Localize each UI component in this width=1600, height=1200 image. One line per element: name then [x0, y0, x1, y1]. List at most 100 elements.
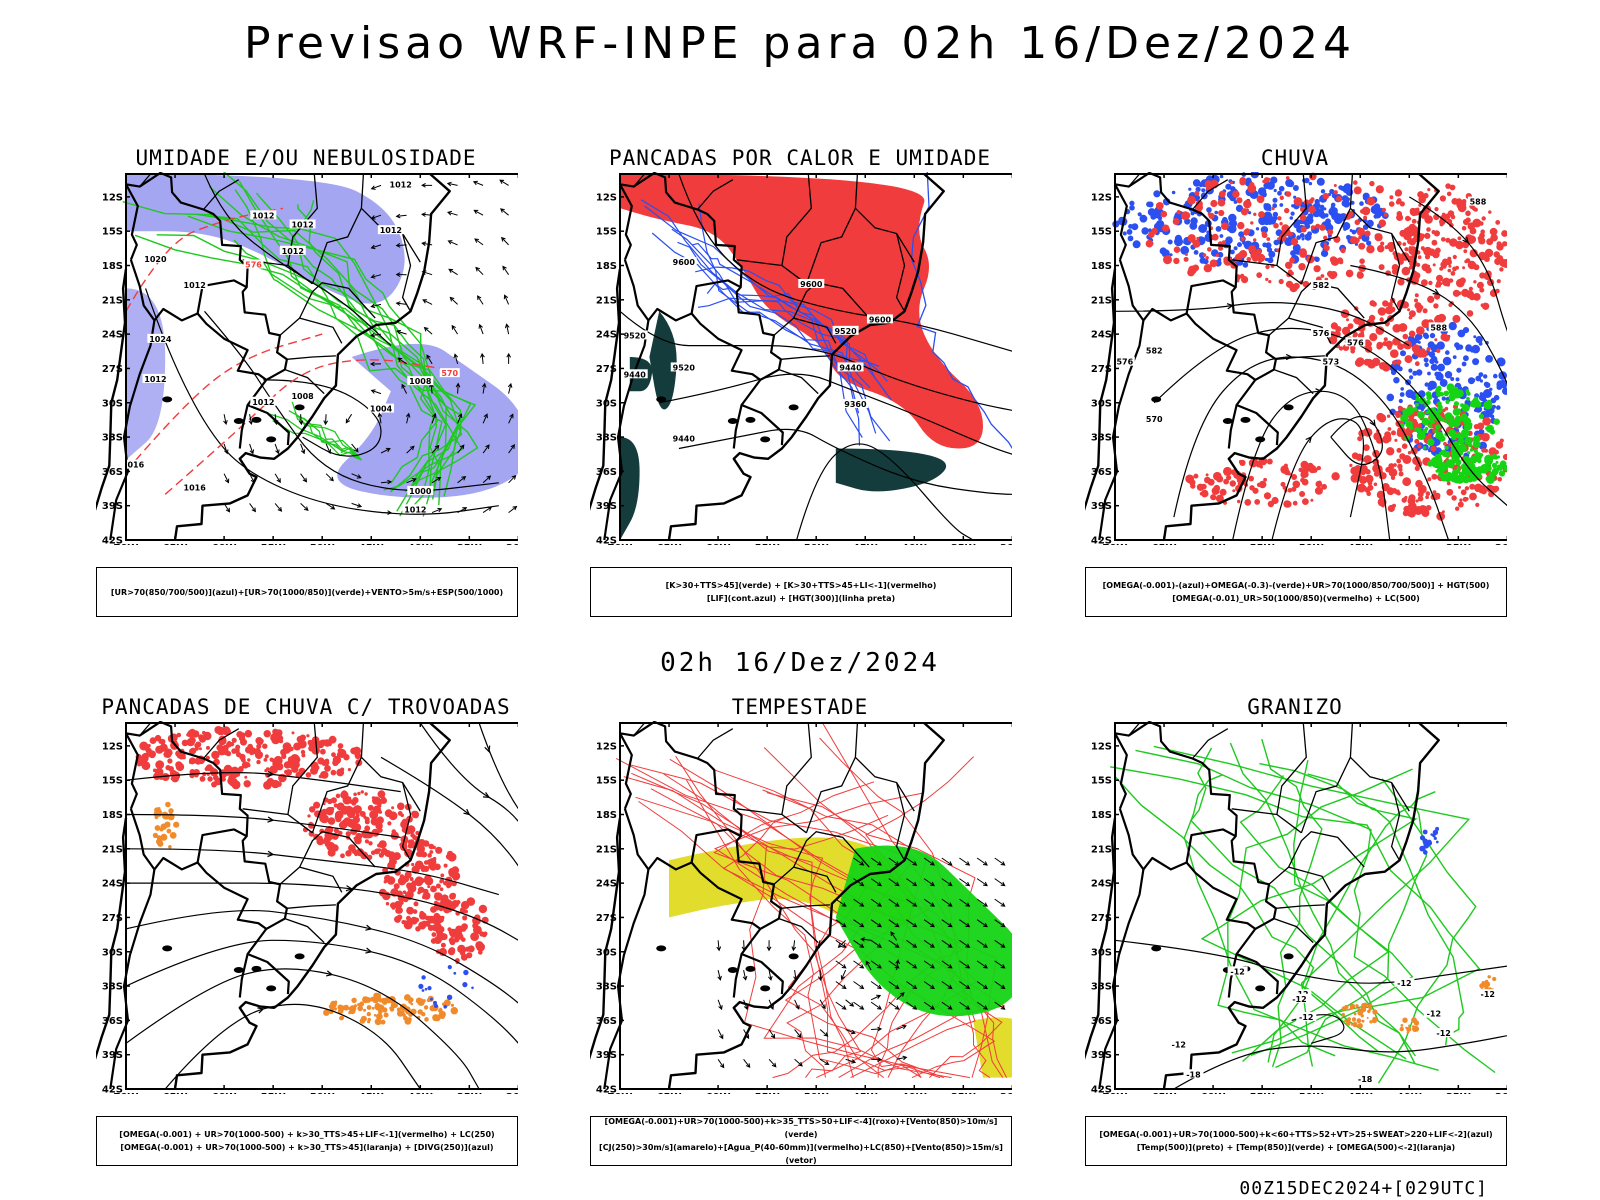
wind-vector-850: [870, 939, 882, 948]
rain-red-area: [1283, 463, 1288, 468]
legend-line: [LIF](cont.azul) + [HGT(300)](linha pret…: [706, 594, 896, 603]
legend-line: [OMEGA(-0.001) + UR>70(1000-500) + k>30_…: [119, 1130, 495, 1139]
thunderstorm-red-area: [331, 752, 336, 758]
contour-label-bg: [250, 210, 277, 220]
rain-red-area: [1292, 480, 1301, 489]
thunderstorm-red-area: [444, 899, 453, 908]
rain-red-area: [1431, 239, 1438, 246]
geopotential-500-streamline: [1114, 302, 1410, 347]
streamline-arrow: [365, 924, 373, 931]
wind-vector: [395, 213, 407, 219]
rain-red-area: [1445, 237, 1451, 243]
omega-blue-area: [1424, 362, 1429, 368]
thunderstorm-orange-area: [370, 996, 375, 1002]
thunderstorm-red-area: [289, 762, 296, 769]
thunderstorm-orange-area: [169, 832, 177, 839]
state-border: [1300, 722, 1354, 834]
wind-vector-850: [845, 1058, 857, 1064]
thunderstorm-red-area: [247, 758, 251, 762]
lake: [251, 965, 262, 972]
thunderstorm-red-area: [404, 871, 412, 879]
wind-vector: [453, 353, 459, 365]
wind-vector-850: [976, 898, 988, 907]
contour-label-bg: [1311, 328, 1331, 338]
omega-green-area: [1400, 414, 1409, 423]
omega-blue-area: [1474, 405, 1483, 413]
streamline-250hpa: [164, 1003, 421, 1090]
rain-red-area: [1430, 445, 1437, 452]
state-border: [1349, 756, 1410, 812]
lat-tick-label: 33S: [102, 433, 123, 444]
lat-tick-label: 33S: [102, 982, 123, 993]
humidity-contour-low-levels: [302, 417, 362, 461]
lake: [266, 436, 277, 443]
contour-label-bg: [243, 259, 264, 269]
rain-red-area: [1200, 489, 1209, 498]
thunderstorm-red-area: [440, 942, 446, 948]
rain-red-area: [1292, 500, 1298, 506]
rain-red-area: [1160, 210, 1168, 218]
omega-blue-area: [1417, 406, 1421, 410]
precipitable-water-contour: [722, 815, 957, 1078]
omega-blue-area: [1455, 377, 1460, 382]
thunderstorm-red-area: [416, 844, 425, 854]
thunderstorm-red-area: [320, 748, 326, 755]
rain-red-area: [1469, 483, 1476, 490]
thunderstorm-red-area: [387, 821, 392, 826]
contour-label: -12: [1172, 1041, 1186, 1050]
wind-vector: [274, 443, 280, 455]
thunderstorm-red-area: [155, 770, 161, 777]
omega-blue-area: [1490, 397, 1497, 404]
omega-500-orange-area: [1360, 1014, 1364, 1018]
omega-blue-area: [1195, 186, 1201, 192]
lon-tick-label: 30W: [506, 1092, 518, 1094]
rain-red-area: [1457, 203, 1467, 213]
rain-red-area: [1302, 280, 1310, 288]
omega-blue-area: [1442, 356, 1452, 366]
contour-label-bg: [147, 333, 174, 343]
rain-red-area: [1201, 483, 1207, 490]
omega-blue-area: [1427, 371, 1431, 376]
thunderstorm-red-area: [429, 850, 434, 854]
coastline-pacific: [96, 268, 128, 511]
thunderstorm-red-area: [269, 757, 274, 762]
country-border: [125, 183, 139, 261]
rain-red-area: [1341, 326, 1351, 336]
thunderstorm-red-area: [307, 814, 311, 818]
coastline-pacific: [1085, 817, 1117, 1060]
rain-red-area: [1444, 406, 1449, 411]
rain-red-area: [1394, 411, 1400, 416]
rain-red-area: [1401, 443, 1408, 450]
lake: [1151, 396, 1162, 403]
thunderstorm-orange-area: [374, 1018, 382, 1026]
rain-red-area: [1414, 347, 1419, 352]
wind-vector-850: [976, 857, 988, 866]
thunderstorm-red-area: [384, 874, 391, 882]
rain-red-area: [1460, 489, 1467, 496]
thunderstorm-red-area: [472, 922, 479, 929]
wind-vector: [457, 475, 467, 484]
state-border: [633, 722, 645, 737]
omega-blue-area: [1389, 408, 1396, 416]
rain-red-area: [1237, 479, 1241, 483]
thunderstorm-red-area: [404, 848, 413, 858]
rain-red-area: [1446, 481, 1451, 486]
rain-red-area: [1279, 222, 1283, 226]
omega-blue-area: [1171, 190, 1176, 195]
rain-red-area: [1396, 359, 1402, 365]
contour-label-bg: [368, 403, 395, 413]
thunderstorm-red-area: [465, 946, 471, 952]
rain-red-area: [1493, 485, 1500, 492]
rain-red-area: [1353, 180, 1358, 185]
lat-tick-label: 18S: [1091, 810, 1112, 821]
thunderstorm-orange-area: [362, 996, 366, 1000]
legend-line: [OMEGA(-0.001)-(azul)+OMEGA(-0.3)-(verde…: [1102, 581, 1490, 590]
rain-red-area: [1255, 460, 1263, 468]
rain-red-area: [1209, 259, 1218, 268]
wind-vector: [406, 445, 415, 454]
map-pancadas-calor: 9600960096009520952095209440944093609440…: [590, 172, 1012, 545]
rain-red-area: [1229, 181, 1233, 185]
omega-blue-area: [1189, 222, 1198, 230]
thunderstorm-red-area: [460, 901, 470, 910]
rain-red-area: [1353, 318, 1357, 323]
